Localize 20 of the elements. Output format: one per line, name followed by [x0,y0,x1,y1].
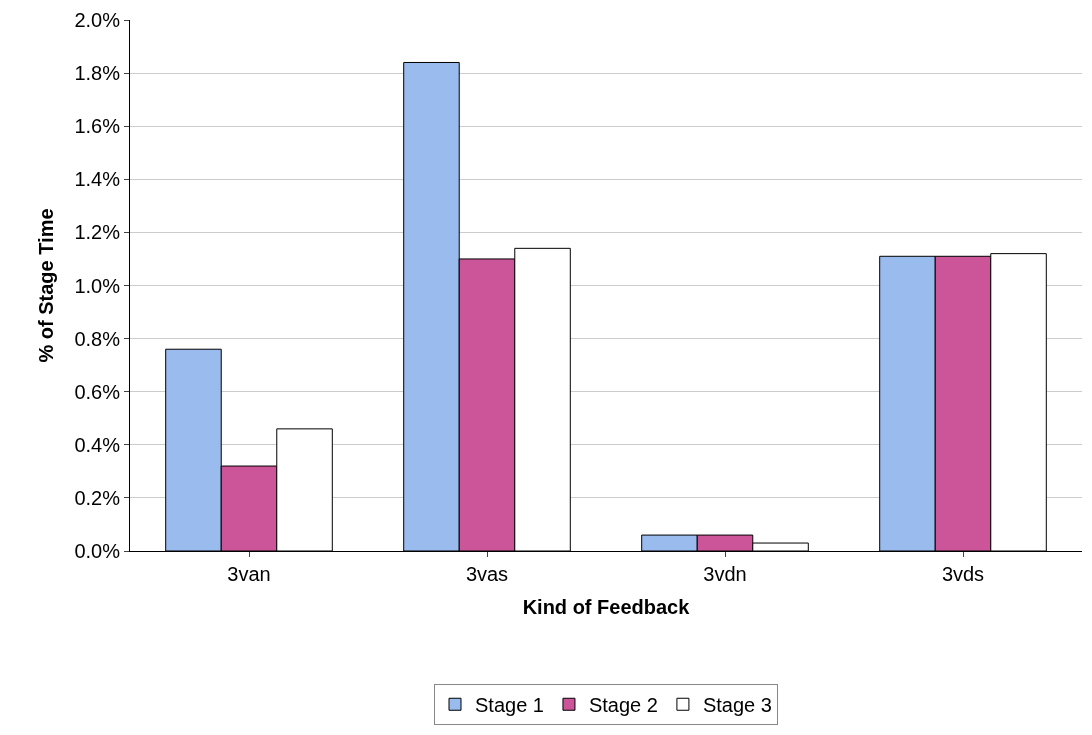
y-tick-label: 2.0% [74,9,121,31]
y-tick-label: 1.8% [74,62,121,85]
y-axis-title: % of Stage Time [34,208,57,363]
legend-label: Stage 1 [475,694,544,717]
x-tick-label: 3vdn [703,563,747,585]
y-tick-label: 1.2% [74,221,121,244]
y-tick-label: 1.0% [74,274,121,297]
y-tick-label: 0.4% [74,433,121,456]
y-tick-label: 1.6% [74,115,121,138]
y-tick-label: 1.4% [74,168,121,191]
legend-label: Stage 3 [702,694,772,717]
x-tick-label: 3van [227,563,271,585]
y-tick-label: 0.2% [74,486,121,509]
x-tick-label: 3vds [941,563,985,585]
x-tick-label: 3vas [465,563,509,585]
y-tick-label: 0.8% [74,327,121,350]
y-tick-label: 0.6% [74,380,121,403]
x-axis-title: Kind of Feedback [522,595,691,618]
legend-label: Stage 2 [588,694,658,717]
y-tick-label: 0.0% [74,540,121,562]
